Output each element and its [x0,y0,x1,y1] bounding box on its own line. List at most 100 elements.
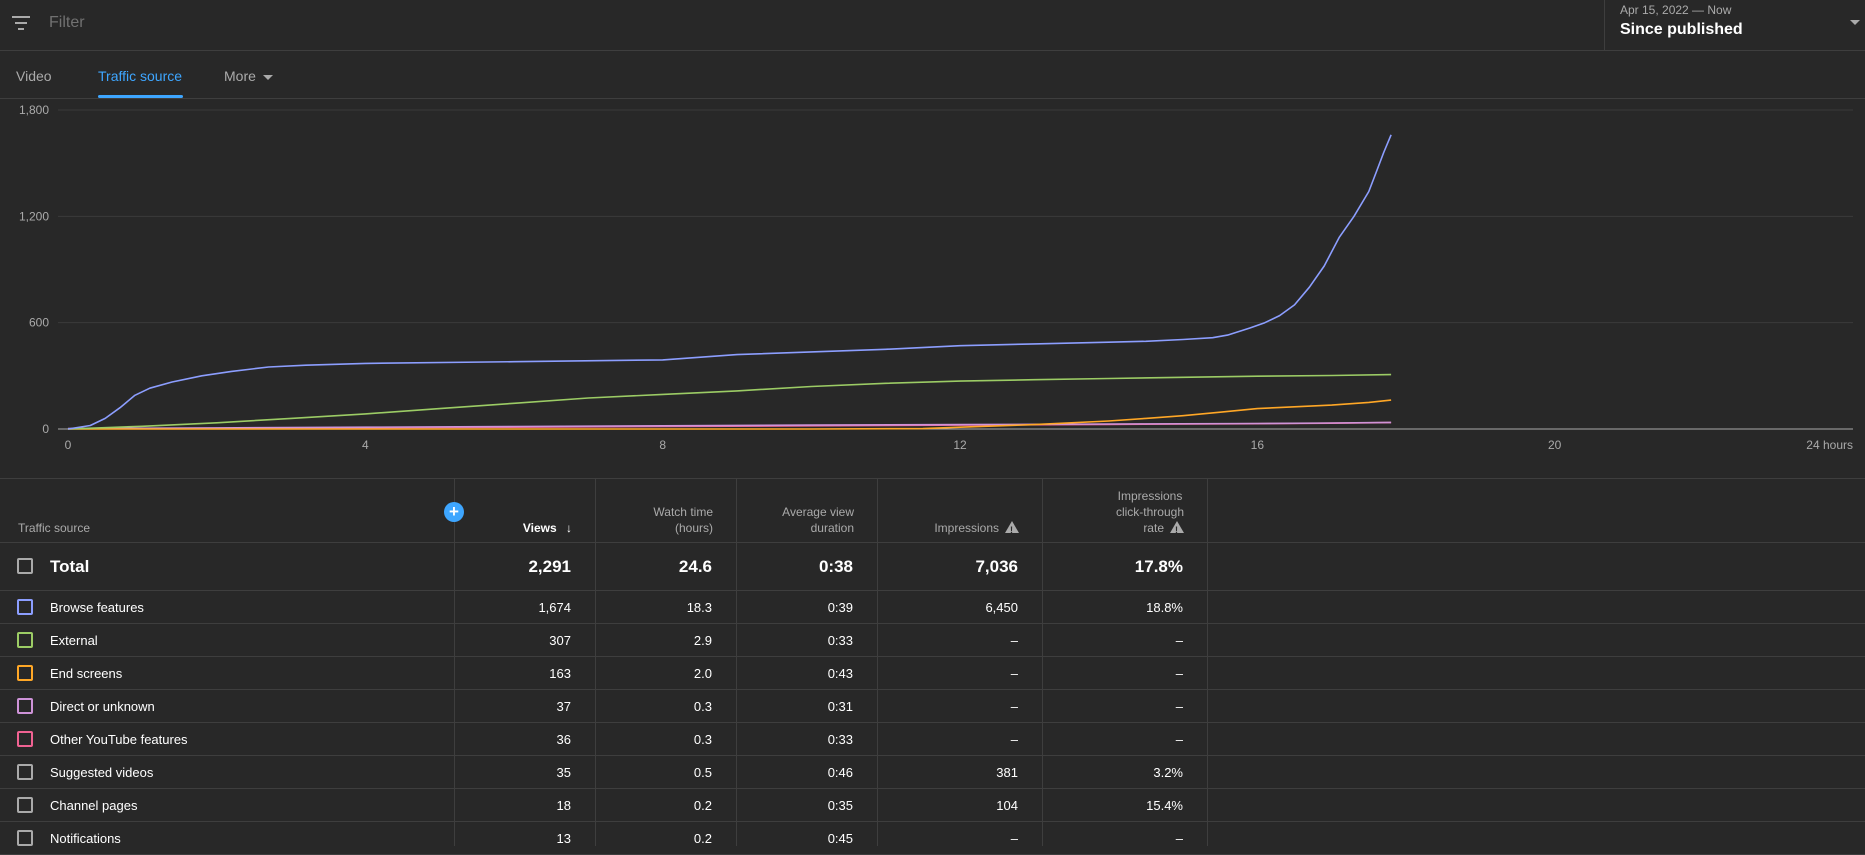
column-divider [595,479,596,846]
cell-avg-duration: 0:31 [827,699,853,714]
top-bar: Filter Apr 15, 2022 — Now Since publishe… [0,0,1865,51]
x-tick-label: 12 [953,438,967,452]
row-label: End screens [50,666,123,681]
row-checkbox[interactable] [17,665,33,681]
header-avg-duration-line1: Average view [782,505,854,519]
table-row: Other YouTube features 36 0.3 0:33 – – [0,723,1865,756]
cell-avg-duration: 0:39 [827,600,853,615]
header-views[interactable]: Views ↓ [523,520,572,536]
cell-watch-time: 18.3 [686,600,712,615]
header-avg-view-duration[interactable]: Average view duration [782,504,854,536]
row-checkbox[interactable] [17,632,33,648]
row-checkbox[interactable] [17,764,33,780]
row-checkbox[interactable] [17,698,33,714]
column-divider [454,479,455,846]
tab-more[interactable]: More [224,68,273,84]
table-row: External 307 2.9 0:33 – – [0,624,1865,657]
cell-watch-time: 2.0 [693,666,712,681]
header-avg-duration-line2: duration [810,521,854,535]
active-tab-indicator [98,95,183,98]
cell-avg-duration: 0:33 [827,633,853,648]
x-tick-label: 8 [659,438,666,452]
cell-views: 13 [556,831,571,846]
column-divider [736,479,737,846]
x-tick-label: 4 [362,438,369,452]
y-tick-label: 600 [29,316,49,330]
cell-avg-duration: 0:46 [827,765,853,780]
line-chart: 0 600 1,200 1,800 0 4 8 12 16 20 24 hours [0,99,1865,479]
cell-avg-duration: 0:33 [827,732,853,747]
add-metric-button[interactable]: + [444,502,464,522]
cell-ctr: 17.8% [1134,557,1183,576]
cell-ctr: – [1175,666,1183,681]
x-tick-label: 24 hours [1806,438,1853,452]
date-range-text: Apr 15, 2022 — Now [1620,3,1732,17]
y-tick-label: 1,800 [19,103,49,117]
x-tick-label: 20 [1548,438,1562,452]
row-checkbox[interactable] [17,599,33,615]
cell-ctr: 3.2% [1153,765,1183,780]
warning-icon [1170,521,1184,538]
cell-impressions: 6,450 [985,600,1018,615]
column-divider [1207,479,1208,846]
column-divider [877,479,878,846]
row-label: Direct or unknown [50,699,155,714]
filter-icon[interactable] [12,16,30,30]
cell-avg-duration: 0:35 [827,798,853,813]
header-watch-time[interactable]: Watch time (hours) [653,504,713,536]
cell-impressions: – [1010,699,1018,714]
header-traffic-source[interactable]: Traffic source [18,521,91,535]
series-line-external [67,373,1392,430]
row-label: Notifications [50,831,121,846]
table-header: Traffic source + Views ↓ Watch time (hou… [0,479,1865,543]
cell-watch-time: 2.9 [693,633,712,648]
table-row: Direct or unknown 37 0.3 0:31 – – [0,690,1865,723]
table-row: Suggested videos 35 0.5 0:46 381 3.2% [0,756,1865,789]
header-ctr[interactable]: Impressions click-through rate [1115,488,1184,538]
cell-ctr: 15.4% [1146,798,1183,813]
tab-traffic-source[interactable]: Traffic source [98,68,183,84]
cell-impressions: 7,036 [975,557,1018,576]
cell-impressions: 381 [996,765,1018,780]
date-range-title: Since published [1620,21,1743,38]
cell-impressions: – [1010,633,1018,648]
column-divider [1042,479,1043,846]
row-checkbox[interactable] [17,830,33,846]
row-checkbox[interactable] [17,797,33,813]
filter-input[interactable]: Filter [49,14,85,31]
header-watch-time-line2: (hours) [674,521,713,535]
row-checkbox[interactable] [17,731,33,747]
header-ctr-line2: click-through [1115,505,1184,519]
cell-ctr: 18.8% [1146,600,1183,615]
cell-views: 307 [549,633,571,648]
cell-watch-time: 0.2 [693,798,712,813]
cell-views: 18 [556,798,571,813]
header-ctr-line3: rate [1116,520,1184,538]
cell-impressions: – [1010,831,1018,846]
header-ctr-line1: Impressions [1117,489,1183,503]
header-watch-time-line1: Watch time [653,505,713,519]
row-label: Total [50,557,90,576]
total-checkbox[interactable] [17,558,33,574]
date-range-picker[interactable]: Apr 15, 2022 — Now Since published [1604,0,1865,50]
cell-ctr: – [1175,831,1183,846]
cell-watch-time: 0.3 [693,699,712,714]
cell-avg-duration: 0:43 [827,666,853,681]
chevron-down-icon [1850,20,1860,25]
cell-impressions: – [1010,666,1018,681]
series-line-end-screens [68,399,1392,430]
cell-ctr: – [1175,633,1183,648]
x-tick-label: 0 [65,438,72,452]
table-row: Channel pages 18 0.2 0:35 104 15.4% [0,789,1865,822]
cell-watch-time: 0.3 [693,732,712,747]
x-tick-label: 16 [1251,438,1265,452]
table-row: Notifications 13 0.2 0:45 – – [0,822,1865,855]
warning-icon [1005,521,1019,538]
row-label: External [50,633,98,648]
header-impressions[interactable]: Impressions [934,520,1019,538]
cell-watch-time: 0.5 [693,765,712,780]
tab-bar: Video Traffic source More [0,51,1865,99]
tab-video[interactable]: Video [16,68,52,84]
series-line-direct-or-unknown [67,421,1392,430]
header-ctr-line3-label: rate [1143,521,1164,535]
